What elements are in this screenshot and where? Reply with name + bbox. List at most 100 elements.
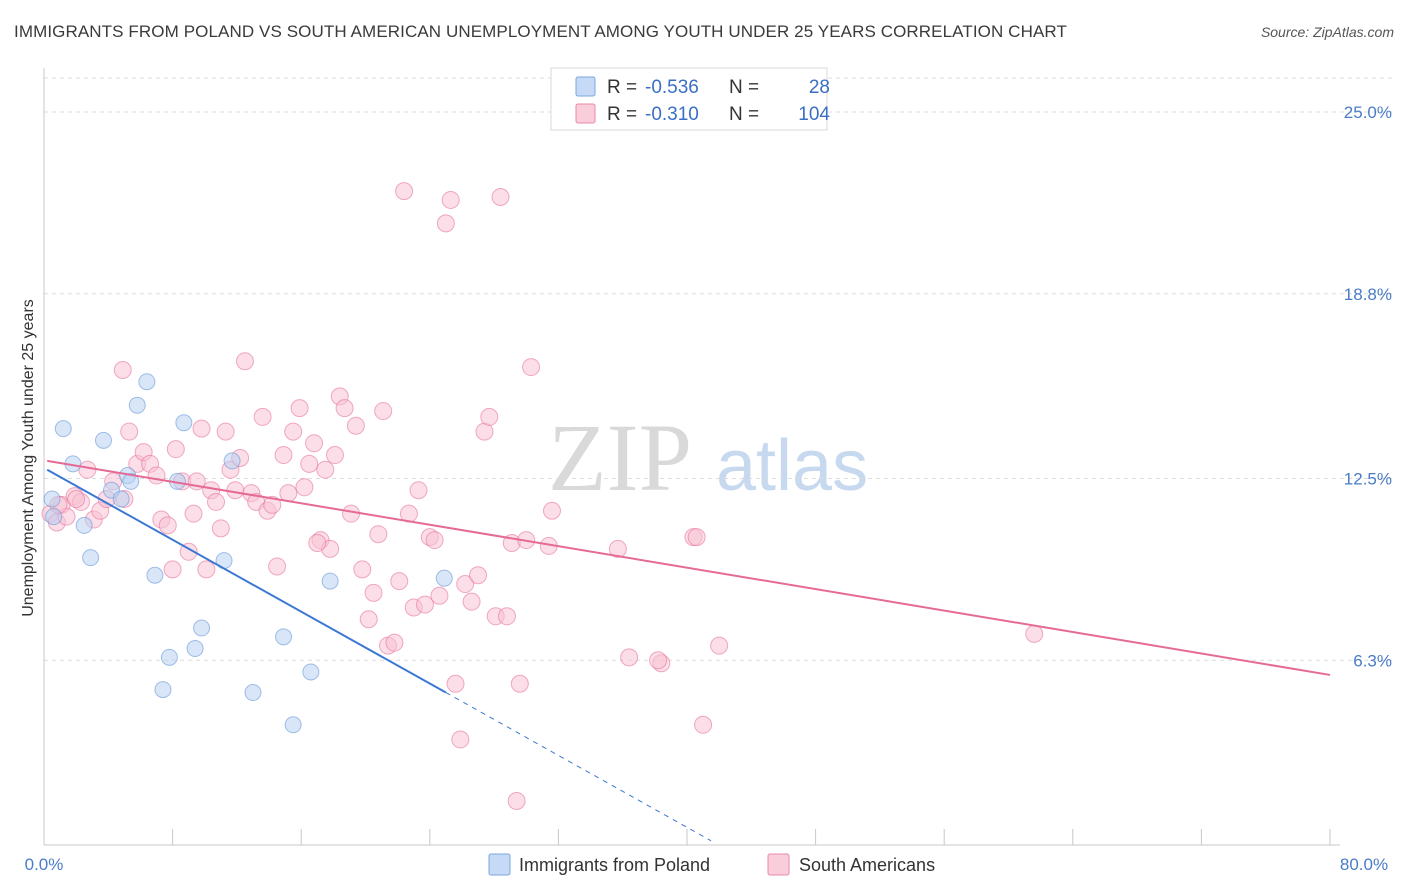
- data-point: [78, 460, 97, 479]
- data-point: [436, 214, 455, 233]
- data-point: [235, 352, 254, 371]
- data-point: [435, 569, 453, 587]
- data-point: [120, 422, 139, 441]
- watermark-atlas: atlas: [716, 426, 868, 506]
- data-point: [620, 648, 639, 667]
- bottom-legend-label-poland: Immigrants from Poland: [519, 855, 710, 875]
- data-point: [710, 636, 729, 655]
- legend-r-label-2: R =: [607, 104, 637, 125]
- data-point: [197, 560, 216, 579]
- data-point: [302, 663, 320, 681]
- data-point: [395, 182, 414, 201]
- x-tick-marks: [43, 829, 1331, 845]
- data-point: [179, 542, 198, 561]
- data-point: [75, 516, 93, 534]
- data-point: [409, 481, 428, 500]
- data-point: [390, 572, 409, 591]
- data-point: [308, 533, 327, 552]
- data-point: [491, 188, 510, 207]
- legend-box: R = -0.536 N = 28 R = -0.310 N = 104: [550, 67, 830, 131]
- legend-n-label-1: N =: [729, 77, 759, 98]
- data-point: [275, 628, 293, 646]
- y-tick-label: 18.8%: [1344, 285, 1392, 304]
- bottom-legend-label-south-american: South Americans: [799, 855, 935, 875]
- data-point: [45, 508, 63, 526]
- data-point: [353, 560, 372, 579]
- data-point: [274, 446, 293, 465]
- data-point: [608, 539, 627, 558]
- data-point: [192, 419, 211, 438]
- data-point: [223, 452, 241, 470]
- legend-n-value-1: 28: [809, 77, 830, 98]
- data-point: [184, 504, 203, 523]
- bottom-legend-swatch-south-american: [767, 853, 790, 876]
- x-tick-label-max: 80.0%: [1340, 855, 1388, 874]
- data-point: [186, 640, 204, 658]
- y-tick-labels: 6.3% 12.5% 18.8% 25.0%: [1344, 103, 1392, 670]
- data-point: [321, 572, 339, 590]
- data-point: [316, 460, 335, 479]
- data-point: [451, 730, 470, 749]
- data-point: [112, 490, 130, 508]
- data-point: [335, 399, 354, 418]
- data-point: [128, 396, 146, 414]
- data-point: [154, 681, 172, 699]
- data-point: [253, 407, 272, 426]
- data-point: [346, 416, 365, 435]
- data-point: [295, 478, 314, 497]
- regression-lines: [46, 459, 1331, 842]
- data-point: [1025, 624, 1044, 643]
- data-point: [510, 674, 529, 693]
- data-point: [67, 490, 86, 509]
- data-point: [415, 595, 434, 614]
- data-point: [122, 472, 140, 490]
- data-point: [166, 440, 185, 459]
- regression-line-poland-extension: [445, 692, 712, 842]
- legend-swatch-poland: [575, 76, 596, 97]
- chart-title: IMMIGRANTS FROM POLAND VS SOUTH AMERICAN…: [14, 22, 1067, 41]
- data-point: [325, 446, 344, 465]
- legend-r-label-1: R =: [607, 77, 637, 98]
- data-point: [687, 528, 706, 547]
- y-axis-label: Unemployment Among Youth under 25 years: [20, 299, 37, 617]
- data-point: [290, 399, 309, 418]
- data-point: [216, 422, 235, 441]
- data-point: [211, 519, 230, 538]
- data-point: [268, 557, 287, 576]
- data-point: [284, 422, 303, 441]
- bottom-legend-swatch-poland: [488, 853, 511, 876]
- x-tick-label-min: 0.0%: [25, 855, 64, 874]
- data-point: [146, 566, 164, 584]
- data-point: [226, 481, 245, 500]
- series-south-americans: [41, 182, 1044, 811]
- data-point: [43, 490, 61, 508]
- data-point: [462, 592, 481, 611]
- data-point: [441, 190, 460, 209]
- data-point: [284, 716, 302, 734]
- bottom-legend: Immigrants from Poland South Americans: [488, 853, 935, 876]
- data-point: [456, 575, 475, 594]
- data-point: [160, 648, 178, 666]
- data-point: [446, 674, 465, 693]
- legend-r-value-2: -0.310: [645, 104, 699, 125]
- data-point: [430, 586, 449, 605]
- data-point: [158, 516, 177, 535]
- data-point: [147, 466, 166, 485]
- data-point: [300, 454, 319, 473]
- data-point: [522, 358, 541, 377]
- data-point: [138, 373, 156, 391]
- data-point: [497, 607, 516, 626]
- data-point: [480, 407, 499, 426]
- legend-n-label-2: N =: [729, 104, 759, 125]
- data-point: [54, 420, 72, 438]
- data-point: [342, 504, 361, 523]
- series-immigrants-from-poland: [43, 373, 453, 734]
- data-point: [263, 495, 282, 514]
- data-point: [244, 684, 262, 702]
- data-point: [193, 619, 211, 637]
- y-tick-label: 25.0%: [1344, 103, 1392, 122]
- data-point: [374, 402, 393, 421]
- data-point: [469, 566, 488, 585]
- data-point: [163, 560, 182, 579]
